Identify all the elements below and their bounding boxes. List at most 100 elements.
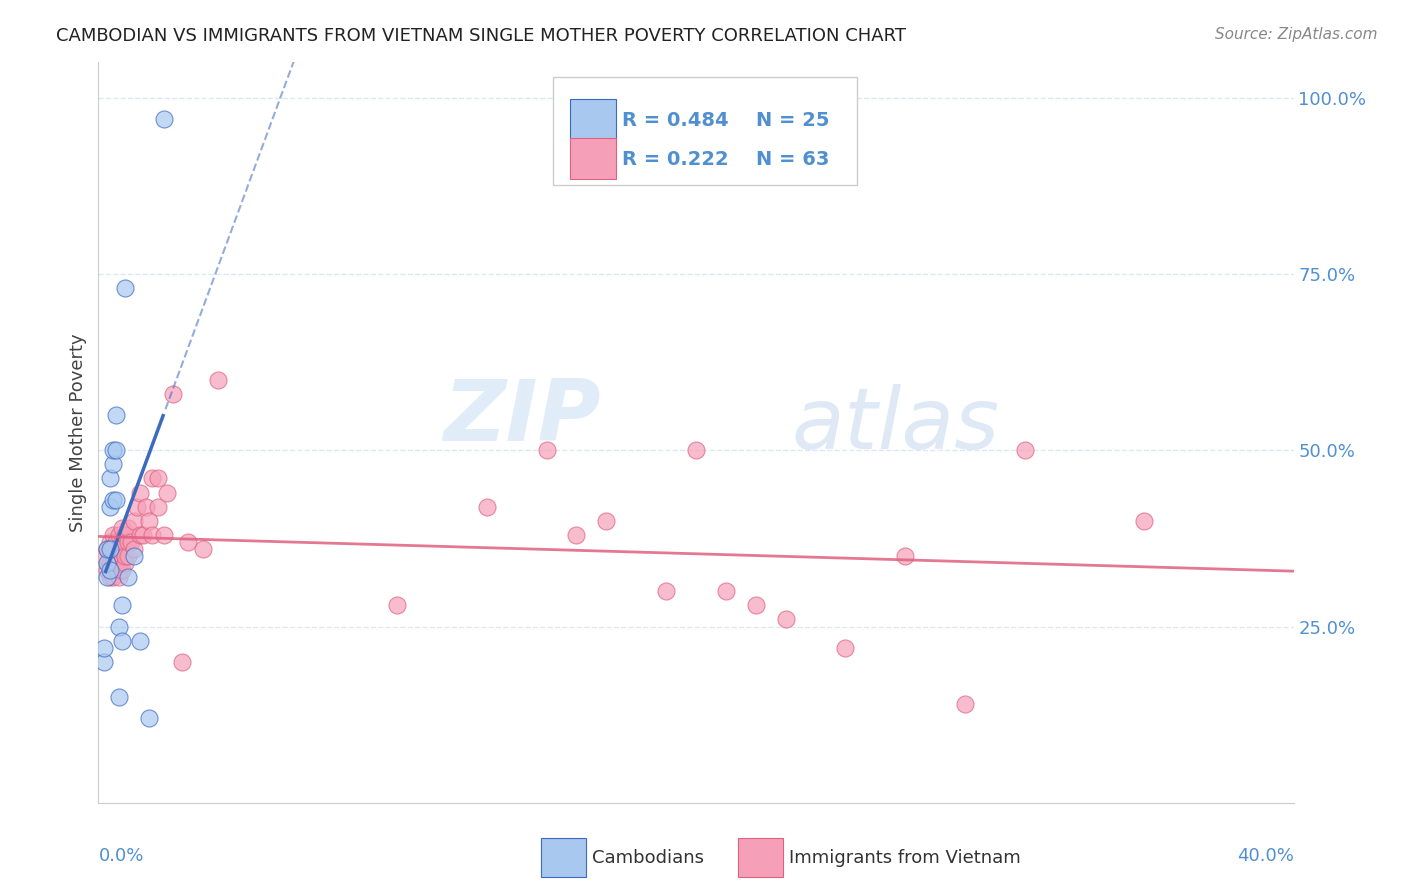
- Point: [98, 563, 122, 577]
- FancyBboxPatch shape: [541, 838, 586, 877]
- Point: [117, 521, 139, 535]
- Point: [103, 492, 125, 507]
- Point: [120, 535, 142, 549]
- Point: [148, 471, 170, 485]
- Point: [103, 556, 125, 570]
- Point: [96, 570, 118, 584]
- Point: [108, 528, 131, 542]
- Point: [108, 570, 131, 584]
- Point: [108, 541, 131, 556]
- Point: [111, 521, 134, 535]
- Point: [775, 612, 797, 626]
- Point: [117, 535, 139, 549]
- Text: Immigrants from Vietnam: Immigrants from Vietnam: [789, 848, 1021, 867]
- FancyBboxPatch shape: [571, 138, 616, 178]
- Point: [111, 535, 134, 549]
- Point: [114, 528, 136, 542]
- Point: [98, 535, 122, 549]
- Text: 0.0%: 0.0%: [98, 847, 143, 865]
- Point: [98, 541, 122, 556]
- Point: [98, 471, 122, 485]
- Point: [655, 584, 678, 599]
- Point: [108, 619, 131, 633]
- Point: [111, 633, 134, 648]
- Point: [105, 563, 128, 577]
- Point: [595, 514, 617, 528]
- Point: [103, 528, 125, 542]
- Point: [105, 549, 128, 563]
- FancyBboxPatch shape: [738, 838, 783, 877]
- Point: [141, 471, 163, 485]
- Point: [98, 500, 122, 514]
- Point: [111, 563, 134, 577]
- Point: [105, 443, 128, 458]
- Point: [96, 556, 118, 570]
- Point: [124, 514, 146, 528]
- Point: [172, 655, 194, 669]
- Point: [1133, 514, 1156, 528]
- Point: [93, 549, 115, 563]
- Point: [93, 655, 115, 669]
- Point: [114, 281, 136, 295]
- Text: CAMBODIAN VS IMMIGRANTS FROM VIETNAM SINGLE MOTHER POVERTY CORRELATION CHART: CAMBODIAN VS IMMIGRANTS FROM VIETNAM SIN…: [56, 27, 907, 45]
- Point: [103, 458, 125, 472]
- Point: [162, 387, 184, 401]
- Point: [111, 549, 134, 563]
- Point: [105, 408, 128, 422]
- Point: [114, 556, 136, 570]
- Point: [135, 500, 157, 514]
- Point: [108, 690, 131, 704]
- Point: [129, 485, 152, 500]
- Point: [96, 541, 118, 556]
- Point: [141, 528, 163, 542]
- Point: [894, 549, 917, 563]
- Point: [117, 549, 139, 563]
- Point: [153, 112, 176, 126]
- Text: N = 25: N = 25: [756, 112, 830, 130]
- Text: R = 0.484: R = 0.484: [621, 112, 728, 130]
- Text: atlas: atlas: [792, 384, 1000, 467]
- Point: [93, 640, 115, 655]
- Point: [103, 570, 125, 584]
- Point: [98, 570, 122, 584]
- Point: [103, 443, 125, 458]
- Text: 40.0%: 40.0%: [1237, 847, 1294, 865]
- Point: [385, 599, 409, 613]
- Y-axis label: Single Mother Poverty: Single Mother Poverty: [69, 334, 87, 532]
- Point: [114, 549, 136, 563]
- Point: [129, 528, 152, 542]
- Point: [103, 541, 125, 556]
- Point: [138, 711, 160, 725]
- Point: [108, 556, 131, 570]
- Point: [127, 500, 149, 514]
- Point: [565, 528, 588, 542]
- Point: [124, 541, 146, 556]
- Point: [105, 492, 128, 507]
- Point: [714, 584, 737, 599]
- Point: [132, 528, 155, 542]
- Point: [1014, 443, 1036, 458]
- Text: Cambodians: Cambodians: [592, 848, 704, 867]
- FancyBboxPatch shape: [553, 78, 858, 185]
- Text: Source: ZipAtlas.com: Source: ZipAtlas.com: [1215, 27, 1378, 42]
- Point: [105, 535, 128, 549]
- Point: [138, 514, 160, 528]
- Text: R = 0.222: R = 0.222: [621, 150, 728, 169]
- Point: [745, 599, 768, 613]
- Point: [111, 599, 134, 613]
- Point: [953, 697, 976, 711]
- Point: [98, 556, 122, 570]
- Point: [148, 500, 170, 514]
- Point: [117, 570, 139, 584]
- Point: [475, 500, 498, 514]
- Point: [124, 549, 146, 563]
- Point: [177, 535, 200, 549]
- Point: [156, 485, 179, 500]
- Text: N = 63: N = 63: [756, 150, 830, 169]
- Point: [536, 443, 558, 458]
- Point: [834, 640, 856, 655]
- Point: [153, 528, 176, 542]
- Point: [685, 443, 707, 458]
- Point: [129, 633, 152, 648]
- Text: ZIP: ZIP: [443, 376, 600, 459]
